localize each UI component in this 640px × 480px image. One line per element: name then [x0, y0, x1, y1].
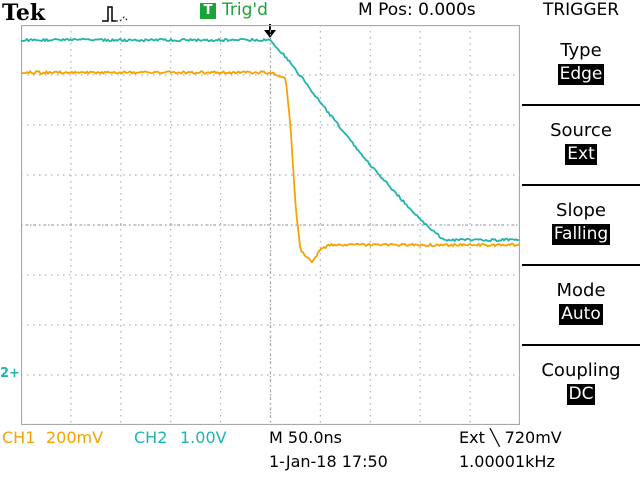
menu-divider: [522, 104, 640, 106]
brand-logo: Tek: [2, 0, 46, 26]
menu-item-value: Falling: [551, 224, 611, 245]
ch2-trace: [21, 37, 520, 243]
trigger-status-badge: T: [200, 3, 216, 19]
trigger-level-readout: Ext ╲ 720mV: [459, 428, 562, 447]
menu-item-value: Ext: [565, 144, 597, 165]
menu-item-mode[interactable]: Mode Auto: [522, 264, 640, 342]
ch1-trace: [21, 70, 520, 264]
ch2-label: CH2: [134, 428, 168, 447]
menu-item-source[interactable]: Source Ext: [522, 104, 640, 182]
menu-divider: [522, 184, 640, 186]
trigger-state: Trig'd: [222, 0, 268, 20]
menu-item-label: Source: [550, 120, 612, 141]
menu-item-label: Slope: [556, 200, 606, 221]
menu-item-label: Type: [560, 40, 602, 61]
waveform-display: [21, 25, 520, 425]
ch1-label: CH1: [2, 428, 36, 447]
timebase-readout: M 50.0ns: [269, 428, 342, 447]
menu-item-value: Auto: [559, 304, 603, 325]
menu-item-coupling[interactable]: Coupling DC: [522, 344, 640, 422]
menu-item-value: Edge: [557, 64, 605, 85]
horizontal-position-readout: M Pos: 0.000s: [358, 0, 476, 20]
menu-item-value: DC: [566, 384, 596, 405]
ch2-ground-marker: 2+: [0, 366, 20, 381]
menu-item-label: Coupling: [541, 360, 621, 381]
menu-title: TRIGGER: [542, 0, 620, 20]
menu-item-type[interactable]: Type Edge: [522, 24, 640, 102]
menu-divider: [522, 344, 640, 346]
menu-item-slope[interactable]: Slope Falling: [522, 184, 640, 262]
menu-divider: [522, 264, 640, 266]
pulse-icon: [102, 6, 129, 22]
frequency-readout: 1.00001kHz: [459, 452, 555, 471]
datetime-readout: 1-Jan-18 17:50: [269, 452, 388, 471]
ch2-scale: 1.00V: [180, 428, 227, 447]
menu-item-label: Mode: [556, 280, 606, 301]
ch1-scale: 200mV: [46, 428, 104, 447]
